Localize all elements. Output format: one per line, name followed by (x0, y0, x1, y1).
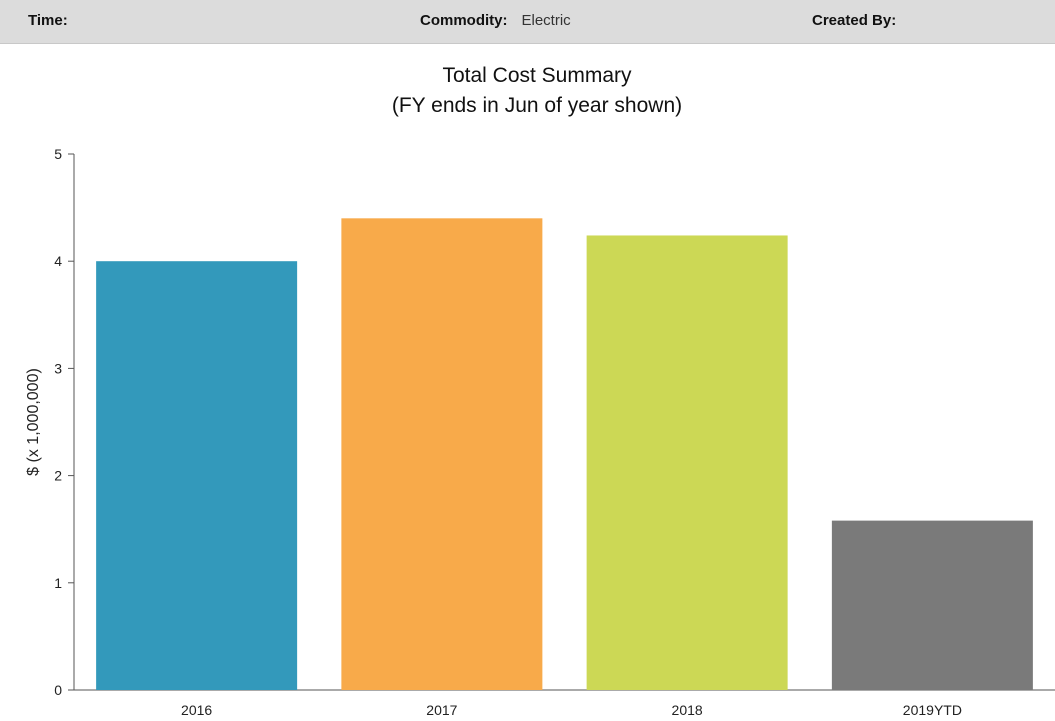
commodity-filter[interactable]: Commodity: Electric (420, 0, 571, 44)
y-tick-label: 4 (54, 253, 62, 269)
x-tick-label: 2017 (426, 702, 457, 718)
bar-2019ytd[interactable] (831, 520, 1033, 690)
x-tick-label: 2019YTD (903, 702, 962, 718)
y-tick-label: 0 (54, 682, 62, 698)
chart-subtitle: (FY ends in Jun of year shown) (392, 94, 682, 117)
bar-2018[interactable] (586, 235, 788, 691)
y-tick-label: 3 (54, 360, 62, 376)
created-by-filter[interactable]: Created By: (812, 0, 896, 44)
cost-summary-chart: Total Cost Summary (FY ends in Jun of ye… (25, 64, 1055, 718)
filter-bar: Time: Commodity: Electric Created By: (0, 0, 1055, 44)
bar-2016[interactable] (96, 261, 298, 690)
commodity-label: Commodity: (420, 12, 508, 29)
y-tick-label: 1 (54, 575, 62, 591)
time-label: Time: (28, 12, 68, 29)
commodity-value: Electric (521, 12, 571, 29)
y-axis-label: $ (x 1,000,000) (25, 368, 42, 476)
x-tick-label: 2016 (181, 702, 212, 718)
bar-2017[interactable] (341, 218, 543, 690)
y-tick-label: 2 (54, 468, 62, 484)
chart-title: Total Cost Summary (442, 64, 632, 87)
created-by-label: Created By: (812, 12, 897, 29)
y-tick-label: 5 (54, 146, 62, 162)
x-tick-label: 2018 (672, 702, 703, 718)
plot-area: 0 1 2 3 4 5 2016 2017 2018 2019YTD (54, 146, 1055, 718)
time-filter[interactable]: Time: (28, 0, 68, 44)
